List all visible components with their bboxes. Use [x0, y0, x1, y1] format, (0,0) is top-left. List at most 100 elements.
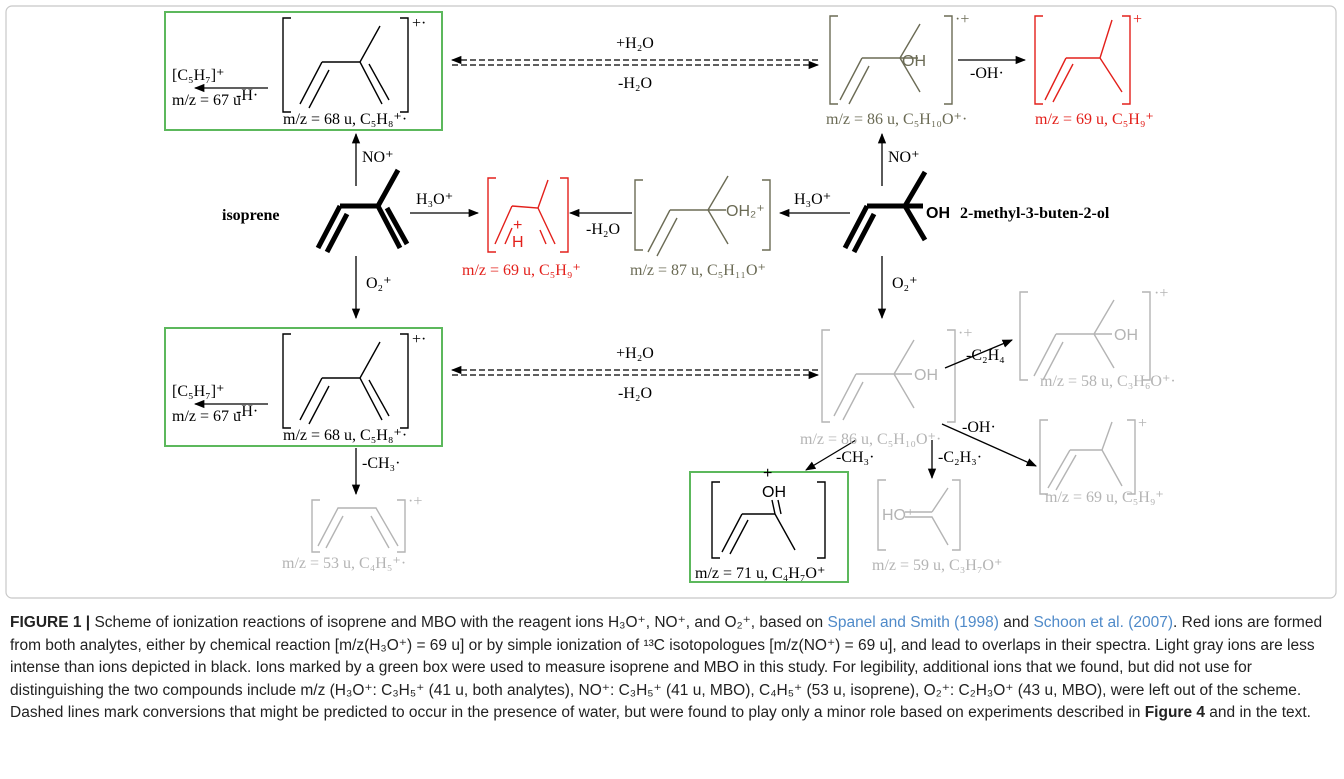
edge-label: H₃O⁺ [416, 191, 453, 208]
charge: +· [412, 331, 426, 348]
molecule [299, 341, 390, 425]
molecule [833, 339, 915, 421]
arrow [941, 423, 1037, 467]
ion-label: m/z = 86 u, C₅H₁₀O⁺· [826, 111, 967, 128]
charge: + [513, 217, 522, 234]
ion-label: m/z = 69 u, C₅H₉⁺ [1045, 489, 1164, 506]
figure-frame [5, 5, 1337, 599]
caption-text: and in the text. [1205, 704, 1311, 721]
edge-label: +H₂O [616, 345, 654, 362]
charge: + [763, 465, 772, 482]
group: OH [902, 53, 926, 70]
ion-label: m/z = 58 u, C₃H₆O⁺· [1040, 373, 1176, 390]
caption-text: and [998, 614, 1034, 631]
bracket [1034, 15, 1131, 105]
charge: ·+ [958, 325, 972, 342]
molecule [317, 169, 408, 253]
caption-text: Scheme of ionization reactions of isopre… [90, 614, 828, 631]
ion-label: m/z = 69 u, C₅H₉⁺ [462, 262, 581, 279]
figure-frame [5, 5, 1337, 599]
edge-label: O₂⁺ [366, 275, 392, 292]
fragment: [C₅H₇]⁺ [172, 67, 224, 84]
compound-name: 2-methyl-3-buten-2-ol [960, 205, 1110, 222]
edge-label: -H· [236, 87, 258, 104]
charge: + [1138, 415, 1147, 432]
edge-label: H₃O⁺ [794, 191, 831, 208]
charge: +· [412, 15, 426, 32]
molecule [721, 499, 796, 555]
group: HO⁺ [882, 507, 914, 524]
arrows [193, 55, 1037, 496]
bracket [1019, 291, 1151, 381]
group: H [512, 234, 524, 251]
group: OH [1114, 327, 1138, 344]
group: OH [926, 205, 950, 222]
edge-label: -H₂O [586, 221, 620, 238]
edge-label: -CH₃· [362, 455, 400, 472]
edge-label: -C₂H₃· [938, 449, 982, 466]
bracket [634, 179, 771, 251]
caption: FIGURE 1 | Scheme of ionization reaction… [10, 612, 1336, 725]
edge-label: -H₂O [618, 75, 652, 92]
bracket [821, 329, 956, 423]
molecule [844, 171, 926, 253]
molecule [494, 179, 556, 245]
edge-label: +H₂O [616, 35, 654, 52]
green-boxe [689, 471, 849, 583]
edge-label: O₂⁺ [892, 275, 918, 292]
molecule [1047, 421, 1123, 491]
bracket [877, 479, 961, 551]
molecule [1033, 299, 1115, 381]
edge-label: -OH· [962, 419, 996, 436]
brackets [282, 15, 1151, 559]
edge-label: NO⁺ [362, 149, 394, 166]
group: OH [762, 484, 786, 501]
green-boxe [164, 327, 443, 447]
bracket [311, 499, 406, 553]
edge-label: -C₂H₄ [966, 347, 1005, 364]
molecule [905, 487, 949, 546]
edge-label: -CH₃· [836, 449, 874, 466]
arrow [944, 339, 1013, 369]
ion-label: m/z = 86 u, C₅H₁₀O⁺· [800, 431, 941, 448]
group: OH [914, 367, 938, 384]
edge-label: -OH· [970, 65, 1004, 82]
molecule [647, 175, 729, 257]
caption-text: . Red ions are formed from both analytes… [10, 614, 1323, 721]
green-boxes [164, 11, 849, 583]
ion-label: m/z = 87 u, C₅H₁₁O⁺ [630, 262, 766, 279]
ion-label: m/z = 69 u, C₅H₉⁺ [1035, 111, 1154, 128]
figure-link[interactable]: Figure 4 [1144, 704, 1205, 721]
charge: ·+ [955, 11, 969, 28]
bracket [487, 177, 569, 253]
ion-label: m/z = 53 u, C₄H₅⁺· [282, 555, 406, 572]
reference-link[interactable]: Spanel and Smith (1998) [827, 614, 999, 631]
compound-name: isoprene [222, 207, 279, 224]
molecule [1044, 19, 1123, 103]
green-boxe [164, 11, 443, 131]
scheme: [C₅H₇]⁺ m/z = 67 u +· m/z = 68 u, C₅H₈⁺·… [5, 5, 1337, 599]
charge: + [1133, 11, 1142, 28]
molecules [299, 19, 1123, 555]
group: OH₂⁺ [726, 203, 765, 220]
edge-label: -H· [236, 403, 258, 420]
bracket [1039, 419, 1136, 495]
ion-label: m/z = 59 u, C₃H₇O⁺ [872, 557, 1002, 574]
ion-label: m/z = 68 u, C₅H₈⁺· [283, 427, 407, 444]
charge: ·+ [1154, 285, 1168, 302]
bracket [711, 481, 826, 559]
bracket [829, 15, 953, 105]
edge-label: NO⁺ [888, 149, 920, 166]
ion-label: m/z = 71 u, C₄H₇O⁺ [695, 565, 825, 582]
reference-link[interactable]: Schoon et al. (2007) [1033, 614, 1174, 631]
fragment-mz: m/z = 67 u [172, 408, 241, 425]
ion-label: m/z = 68 u, C₅H₈⁺· [283, 111, 407, 128]
fragment: [C₅H₇]⁺ [172, 383, 224, 400]
bracket [282, 17, 409, 113]
molecule [317, 507, 399, 549]
molecule [299, 25, 390, 109]
bracket [282, 333, 409, 429]
fragment-mz: m/z = 67 u [172, 92, 241, 109]
caption-label: FIGURE 1 | [10, 614, 91, 631]
